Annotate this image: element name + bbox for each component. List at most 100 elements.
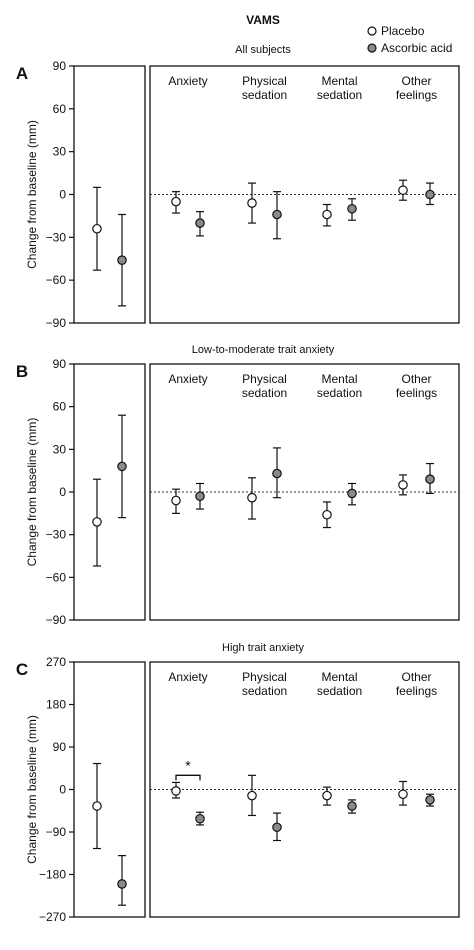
y-tick-label: 0 — [59, 188, 66, 202]
category-label: sedation — [317, 88, 362, 102]
data-point-placebo — [322, 509, 332, 520]
right-plot-frame — [149, 363, 460, 621]
panel-letter: B — [16, 362, 28, 381]
y-tick-label: 0 — [59, 485, 66, 499]
category-label: Anxiety — [168, 74, 207, 88]
data-point-ascorbic — [195, 813, 205, 824]
y-tick-label: −90 — [46, 825, 67, 839]
data-point-placebo — [92, 801, 102, 811]
data-point-ascorbic — [117, 461, 127, 472]
data-point-ascorbic — [117, 255, 127, 265]
y-tick-label: 30 — [53, 442, 67, 456]
left-plot-frame — [73, 65, 146, 324]
y-tick-label: −180 — [39, 868, 66, 882]
significance-star: * — [185, 757, 191, 773]
data-point-ascorbic — [272, 822, 282, 833]
category-label: Mental — [321, 372, 357, 386]
y-tick-label: −30 — [46, 230, 67, 244]
category-label: Anxiety — [168, 670, 207, 684]
data-point-ascorbic — [195, 218, 205, 228]
category-label: Physical — [242, 670, 287, 684]
y-tick-label: −60 — [46, 570, 67, 584]
panel-letter: C — [16, 660, 28, 679]
panel-subtitle: Low-to-moderate trait anxiety — [192, 344, 335, 356]
data-point-placebo — [398, 185, 408, 196]
category-label: feelings — [396, 386, 437, 400]
category-label: Other — [401, 670, 431, 684]
y-tick-label: 270 — [46, 655, 66, 669]
category-label: Mental — [321, 670, 357, 684]
data-point-placebo — [92, 517, 102, 527]
data-point-ascorbic — [117, 879, 127, 889]
category-label: Physical — [242, 372, 287, 386]
left-plot-frame — [73, 661, 146, 918]
category-label: sedation — [242, 386, 287, 400]
category-label: Physical — [242, 74, 287, 88]
y-tick-label: 180 — [46, 698, 66, 712]
category-label: sedation — [242, 684, 287, 698]
data-point-placebo — [171, 786, 181, 796]
category-label: feelings — [396, 684, 437, 698]
panel-c: 270 180 90 0 −90 −180 −270 Change from baseline… — [16, 642, 460, 924]
data-point-placebo — [322, 790, 332, 801]
panels: 90 60 30 0 −30 −60 −90 Change from baseline (mm… — [16, 44, 460, 924]
legend-marker-ascorbic — [367, 43, 377, 53]
legend-marker-placebo — [367, 26, 377, 36]
data-point-placebo — [398, 480, 408, 490]
data-point-ascorbic — [195, 491, 205, 502]
category-label: sedation — [317, 386, 362, 400]
category-label: Anxiety — [168, 372, 207, 386]
significance-bracket — [175, 774, 201, 781]
right-plot-frame — [149, 661, 460, 918]
category-label: sedation — [317, 684, 362, 698]
data-point-placebo — [398, 789, 408, 800]
y-axis-label: Change from baseline (mm) — [25, 715, 39, 864]
panel-b: 90 60 30 0 −30 −60 −90 Change from baseline (mm… — [16, 344, 460, 627]
left-plot-frame — [73, 363, 146, 621]
data-point-placebo — [92, 223, 102, 234]
y-tick-label: −30 — [46, 528, 67, 542]
data-point-ascorbic — [425, 474, 435, 484]
legend-label-ascorbic: Ascorbic acid — [381, 41, 452, 55]
data-point-ascorbic — [272, 468, 282, 479]
y-tick-label: 90 — [53, 357, 67, 371]
y-tick-label: −60 — [46, 273, 67, 287]
data-point-placebo — [247, 492, 257, 503]
data-point-ascorbic — [425, 795, 435, 805]
data-point-ascorbic — [347, 801, 357, 811]
data-point-ascorbic — [347, 488, 357, 499]
y-tick-label: 60 — [53, 400, 67, 414]
data-point-placebo — [247, 198, 257, 208]
panel-subtitle: All subjects — [235, 44, 291, 56]
category-label: feelings — [396, 88, 437, 102]
y-tick-label: −270 — [39, 910, 66, 924]
y-tick-label: 60 — [53, 102, 67, 116]
y-tick-label: −90 — [46, 613, 67, 627]
y-tick-label: 0 — [59, 783, 66, 797]
legend: Placebo Ascorbic acid — [367, 24, 452, 55]
y-tick-label: 90 — [53, 59, 67, 73]
category-label: sedation — [242, 88, 287, 102]
panel-letter: A — [16, 64, 28, 83]
panel-subtitle: High trait anxiety — [222, 642, 304, 654]
data-point-placebo — [322, 209, 332, 220]
category-label: Other — [401, 372, 431, 386]
y-tick-label: 30 — [53, 145, 67, 159]
y-tick-label: −90 — [46, 316, 67, 330]
data-point-placebo — [247, 790, 257, 801]
panel-a: 90 60 30 0 −30 −60 −90 Change from baseline (mm… — [16, 44, 460, 330]
y-tick-label: 90 — [53, 740, 67, 754]
data-point-ascorbic — [272, 209, 282, 220]
legend-label-placebo: Placebo — [381, 24, 425, 38]
figure-title: VAMS — [246, 13, 280, 27]
data-point-ascorbic — [425, 189, 435, 200]
y-axis-label: Change from baseline (mm) — [25, 120, 39, 269]
category-label: Mental — [321, 74, 357, 88]
category-label: Other — [401, 74, 431, 88]
data-point-placebo — [171, 196, 181, 207]
y-axis-label: Change from baseline (mm) — [25, 418, 39, 567]
data-point-ascorbic — [347, 203, 357, 214]
data-point-placebo — [171, 495, 181, 506]
right-plot-frame — [149, 65, 460, 324]
